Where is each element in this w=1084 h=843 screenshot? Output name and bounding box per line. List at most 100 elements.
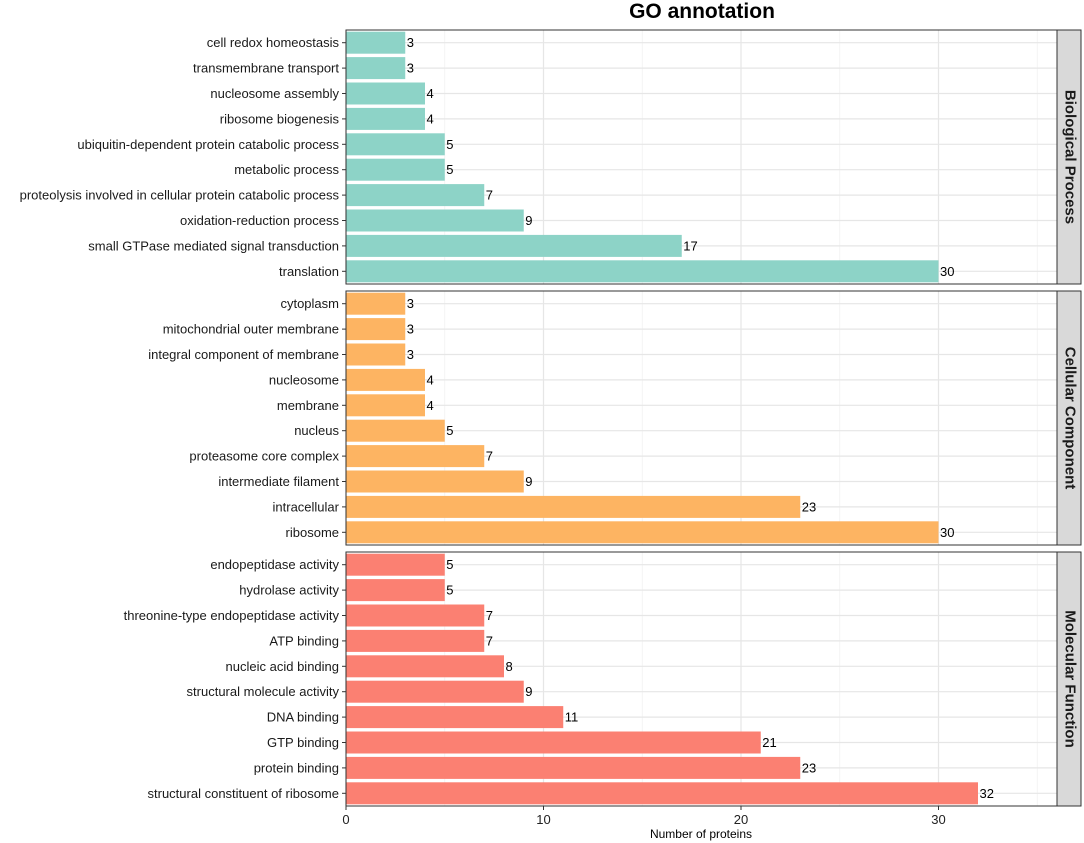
bar-mitochondrial-outer-membrane bbox=[346, 318, 406, 341]
bar-structural-molecule-activity bbox=[346, 680, 524, 703]
value-label: 17 bbox=[683, 238, 697, 253]
x-axis-title: Number of proteins bbox=[650, 827, 752, 841]
category-label: oxidation-reduction process bbox=[180, 213, 339, 228]
x-tick-label: 10 bbox=[536, 812, 550, 827]
value-label: 30 bbox=[940, 525, 954, 540]
value-label: 5 bbox=[446, 583, 453, 598]
value-label: 4 bbox=[427, 111, 434, 126]
facet-strip-label: Biological Process bbox=[1062, 90, 1079, 224]
facet-strip bbox=[1056, 29, 1082, 285]
category-label: intracellular bbox=[273, 499, 340, 514]
value-label: 3 bbox=[407, 296, 414, 311]
x-tick-label: 30 bbox=[931, 812, 945, 827]
bar-ribosome bbox=[346, 521, 939, 544]
bar-threonine-type-endopeptidase-activity bbox=[346, 604, 485, 627]
panel-molecular-function: 5 endopeptidase activity 5 hydrolase activi… bbox=[124, 551, 1082, 807]
category-label: small GTPase mediated signal transductio… bbox=[88, 238, 339, 253]
bar-nucleosome bbox=[346, 368, 425, 391]
bar-nucleic-acid-binding bbox=[346, 655, 504, 678]
value-label: 21 bbox=[762, 735, 776, 750]
value-label: 4 bbox=[427, 398, 434, 413]
category-label: nucleosome bbox=[269, 372, 339, 387]
category-label: cell redox homeostasis bbox=[207, 35, 340, 50]
facet-strip-label: Cellular Component bbox=[1062, 347, 1079, 490]
facet-strip-label: Molecular Function bbox=[1062, 610, 1079, 748]
value-label: 32 bbox=[980, 786, 994, 801]
bar-intermediate-filament bbox=[346, 470, 524, 493]
value-label: 9 bbox=[525, 684, 532, 699]
bar-ribosome-biogenesis bbox=[346, 107, 425, 130]
value-label: 7 bbox=[486, 188, 493, 203]
value-label: 3 bbox=[407, 322, 414, 337]
bar-proteasome-core-complex bbox=[346, 445, 485, 468]
bar-ubiquitin-dependent-protein-catabolic-process bbox=[346, 133, 445, 156]
bar-intracellular bbox=[346, 495, 801, 518]
bar-metabolic-process bbox=[346, 158, 445, 181]
category-label: proteasome core complex bbox=[189, 449, 339, 464]
category-label: protein binding bbox=[254, 760, 339, 775]
category-label: ribosome biogenesis bbox=[220, 111, 340, 126]
x-tick-label: 20 bbox=[734, 812, 748, 827]
bar-dna-binding bbox=[346, 706, 564, 729]
panels: 3 cell redox homeostasis 3 transmembrane tr… bbox=[20, 29, 1082, 807]
value-label: 3 bbox=[407, 61, 414, 76]
category-label: mitochondrial outer membrane bbox=[163, 322, 339, 337]
value-label: 23 bbox=[802, 499, 816, 514]
value-label: 30 bbox=[940, 264, 954, 279]
bar-oxidation-reduction-process bbox=[346, 209, 524, 232]
panel-cellular-component: 3 cytoplasm 3 mitochondrial outer membrane 3… bbox=[148, 290, 1082, 546]
bar-integral-component-of-membrane bbox=[346, 343, 406, 366]
bar-hydrolase-activity bbox=[346, 579, 445, 602]
bar-protein-binding bbox=[346, 756, 801, 779]
category-label: structural constituent of ribosome bbox=[148, 786, 339, 801]
value-label: 11 bbox=[565, 710, 579, 725]
value-label: 5 bbox=[446, 557, 453, 572]
category-label: threonine-type endopeptidase activity bbox=[124, 608, 340, 623]
category-label: ATP binding bbox=[269, 633, 339, 648]
bar-proteolysis-involved-in-cellular-protein-catabolic-process bbox=[346, 184, 485, 207]
value-label: 4 bbox=[427, 372, 434, 387]
facet-strip bbox=[1056, 290, 1082, 546]
value-label: 5 bbox=[446, 137, 453, 152]
category-label: GTP binding bbox=[267, 735, 339, 750]
value-label: 3 bbox=[407, 35, 414, 50]
bar-transmembrane-transport bbox=[346, 57, 406, 80]
category-label: integral component of membrane bbox=[148, 347, 339, 362]
value-label: 3 bbox=[407, 347, 414, 362]
bar-nucleosome-assembly bbox=[346, 82, 425, 105]
value-label: 5 bbox=[446, 423, 453, 438]
category-label: ribosome bbox=[286, 525, 339, 540]
value-label: 7 bbox=[486, 608, 493, 623]
value-label: 9 bbox=[525, 474, 532, 489]
category-label: endopeptidase activity bbox=[210, 557, 339, 572]
category-label: membrane bbox=[277, 398, 339, 413]
x-tick-label: 0 bbox=[342, 812, 349, 827]
bar-small-gtpase-mediated-signal-transduction bbox=[346, 234, 682, 257]
bar-structural-constituent-of-ribosome bbox=[346, 782, 978, 805]
bar-cell-redox-homeostasis bbox=[346, 31, 406, 54]
category-label: metabolic process bbox=[234, 162, 339, 177]
category-label: translation bbox=[279, 264, 339, 279]
value-label: 4 bbox=[427, 86, 434, 101]
category-label: cytoplasm bbox=[280, 296, 339, 311]
category-label: hydrolase activity bbox=[239, 583, 339, 598]
bar-gtp-binding bbox=[346, 731, 761, 754]
facet-strip bbox=[1056, 551, 1082, 807]
bar-membrane bbox=[346, 394, 425, 417]
category-label: transmembrane transport bbox=[193, 61, 339, 76]
value-label: 9 bbox=[525, 213, 532, 228]
bar-endopeptidase-activity bbox=[346, 553, 445, 576]
category-label: intermediate filament bbox=[218, 474, 339, 489]
bar-atp-binding bbox=[346, 629, 485, 652]
category-label: nucleus bbox=[294, 423, 339, 438]
bar-nucleus bbox=[346, 419, 445, 442]
category-label: nucleosome assembly bbox=[210, 86, 339, 101]
value-label: 23 bbox=[802, 760, 816, 775]
category-label: ubiquitin-dependent protein catabolic pr… bbox=[77, 137, 339, 152]
value-label: 5 bbox=[446, 162, 453, 177]
value-label: 7 bbox=[486, 449, 493, 464]
value-label: 8 bbox=[506, 659, 513, 674]
category-label: structural molecule activity bbox=[187, 684, 340, 699]
category-label: nucleic acid binding bbox=[226, 659, 339, 674]
